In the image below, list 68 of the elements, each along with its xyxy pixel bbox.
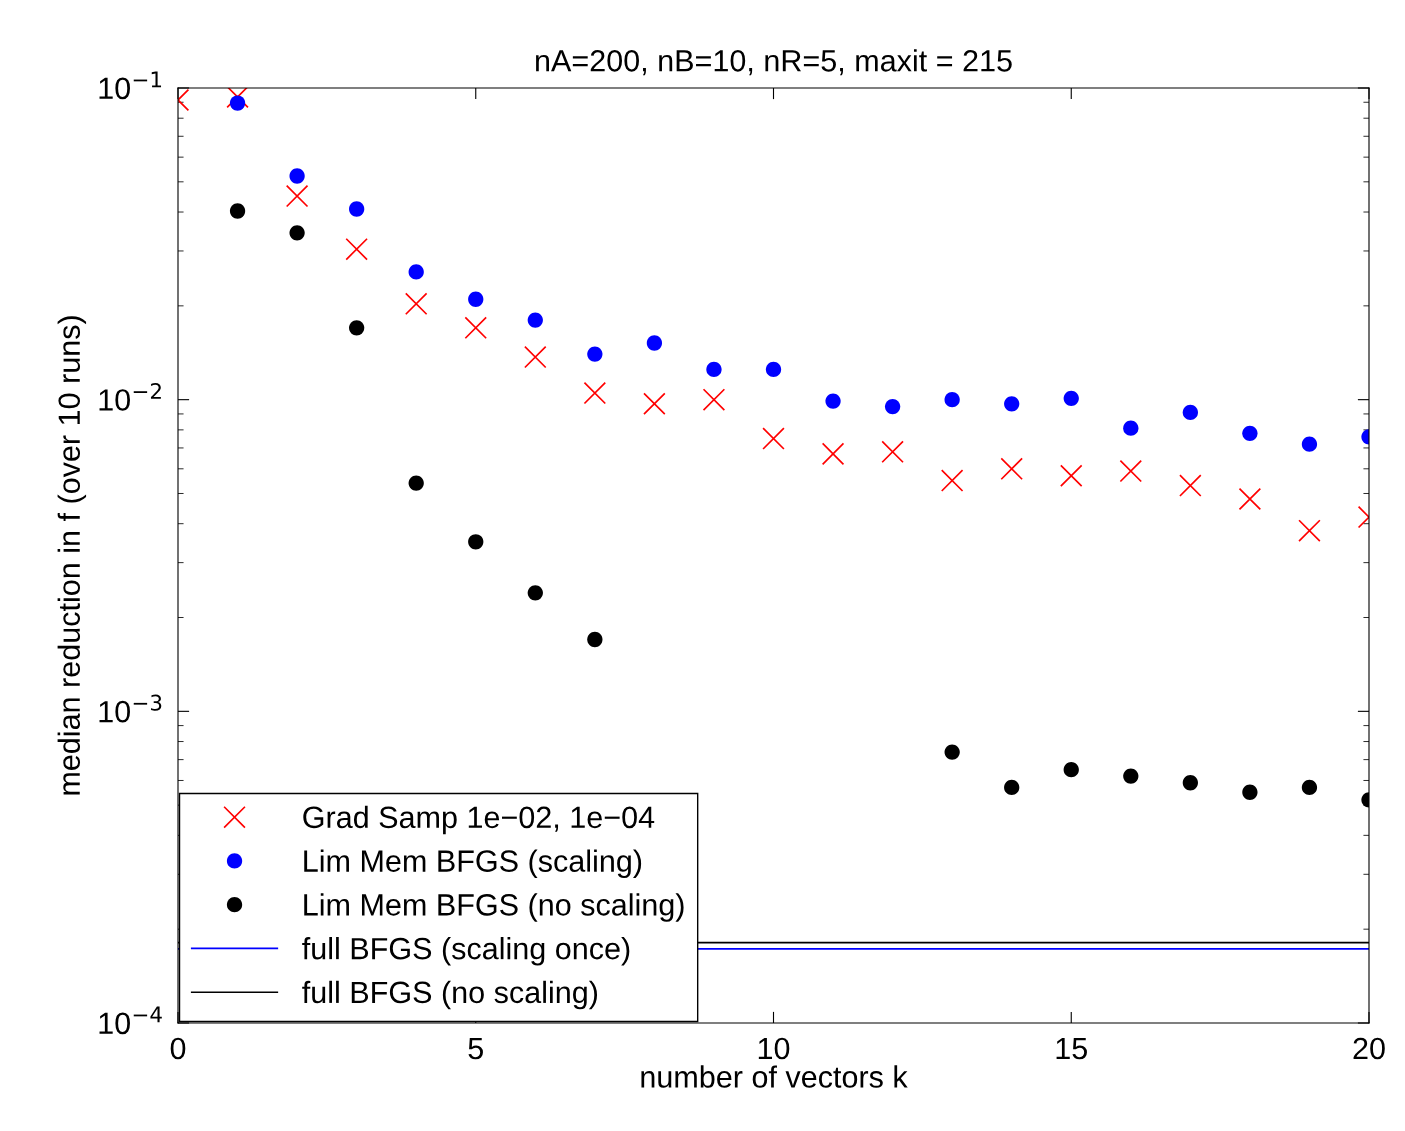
point <box>349 320 365 336</box>
point <box>587 346 603 362</box>
point <box>884 398 901 415</box>
x-axis-title: number of vectors k <box>641 1065 908 1088</box>
point <box>408 475 424 491</box>
point <box>1242 425 1258 441</box>
point <box>821 442 845 466</box>
point <box>706 361 722 378</box>
point <box>289 225 305 241</box>
point <box>1182 775 1198 791</box>
x-tick-label: 20 <box>1353 1037 1385 1060</box>
point <box>1063 390 1079 406</box>
point <box>1182 404 1198 421</box>
point <box>524 345 547 369</box>
point <box>583 381 607 405</box>
point <box>881 440 904 464</box>
point <box>1000 457 1023 481</box>
point <box>1123 768 1139 784</box>
x-tick-label: 0 <box>170 1037 186 1060</box>
point <box>229 95 246 111</box>
point <box>643 392 666 416</box>
legend-label: Lim Mem BFGS (scaling) <box>304 849 642 878</box>
point <box>1119 459 1143 483</box>
point <box>1004 396 1020 412</box>
point <box>1179 474 1202 497</box>
y-tick-label: 10$^{−3}$ <box>99 694 162 723</box>
point <box>646 335 663 351</box>
x-tick-label: 10 <box>758 1037 790 1060</box>
point <box>527 585 543 601</box>
point <box>940 469 964 492</box>
point <box>1238 487 1262 511</box>
point <box>349 201 365 217</box>
x-tick-label: 5 <box>468 1038 483 1060</box>
point <box>1298 519 1321 542</box>
y-tick-label: 10$^{−4}$ <box>99 1006 162 1035</box>
x-tick-label: 15 <box>1056 1038 1087 1060</box>
point <box>404 292 428 316</box>
y-tick-label: 10$^{−2}$ <box>99 382 161 411</box>
point <box>1004 779 1020 796</box>
point <box>765 361 782 378</box>
legend-label: full BFGS (no scaling) <box>302 980 598 1010</box>
point <box>468 291 484 307</box>
legend-label: Grad Samp 1e−02, 1e−04 <box>303 805 655 835</box>
point <box>1123 420 1139 436</box>
point <box>468 534 484 550</box>
point <box>1301 436 1318 452</box>
point <box>762 427 785 450</box>
point <box>825 393 841 409</box>
point <box>702 388 726 411</box>
point <box>408 264 424 280</box>
point <box>285 184 309 208</box>
y-tick-label: 10$^{−1}$ <box>99 71 162 100</box>
point <box>345 237 368 261</box>
legend-label: full BFGS (scaling once) <box>302 937 630 966</box>
point <box>1301 779 1318 796</box>
point <box>1063 762 1079 778</box>
point <box>229 203 246 219</box>
point <box>587 631 603 648</box>
point <box>527 312 543 328</box>
chart-title: nA=200, nB=10, nR=5, maxit = 215 <box>536 49 1012 76</box>
point <box>464 316 488 340</box>
y-axis-title: median reduction in f (over 10 runs) <box>57 316 87 795</box>
point <box>289 168 305 184</box>
point <box>1059 464 1083 488</box>
legend-label: Lim Mem BFGS (no scaling) <box>304 893 684 922</box>
point <box>944 744 960 760</box>
point <box>944 392 960 408</box>
point <box>1242 784 1258 800</box>
